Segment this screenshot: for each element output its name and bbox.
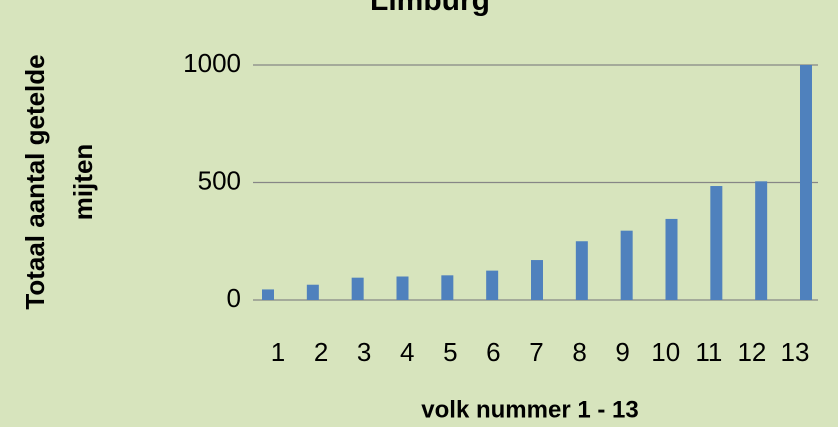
bar [531,260,543,300]
x-tick-label: 10 [651,337,680,367]
bar [486,270,499,300]
bar [396,276,409,300]
x-axis-label: volk nummer 1 - 13 [421,396,638,423]
y-tick-label: 500 [198,165,241,195]
bar [755,181,768,300]
bar [710,186,723,300]
y-tick-label: 1000 [183,48,241,78]
bar [665,218,678,300]
y-axis-label: Totaal aantal getelde [20,54,50,309]
x-tick-label: 5 [443,337,457,367]
chart-title: Limburg [370,0,490,17]
x-tick-label: 8 [572,337,586,367]
bar [351,277,364,300]
x-tick-label: 6 [486,337,500,367]
y-tick-label: 0 [227,283,241,313]
y-axis-label: mijten [68,144,98,221]
x-tick-label: 1 [271,337,285,367]
bar [441,275,454,300]
x-tick-label: 9 [615,337,629,367]
x-tick-label: 4 [400,337,414,367]
bar [575,241,588,300]
bar [262,289,274,300]
x-tick-label: 13 [781,337,810,367]
x-tick-label: 3 [357,337,371,367]
x-tick-label: 7 [529,337,543,367]
x-tick-label: 12 [737,337,766,367]
bar [800,65,812,300]
x-tick-label: 2 [314,337,328,367]
x-tick-label: 11 [695,337,722,367]
bar [620,230,633,300]
bar [306,284,319,300]
